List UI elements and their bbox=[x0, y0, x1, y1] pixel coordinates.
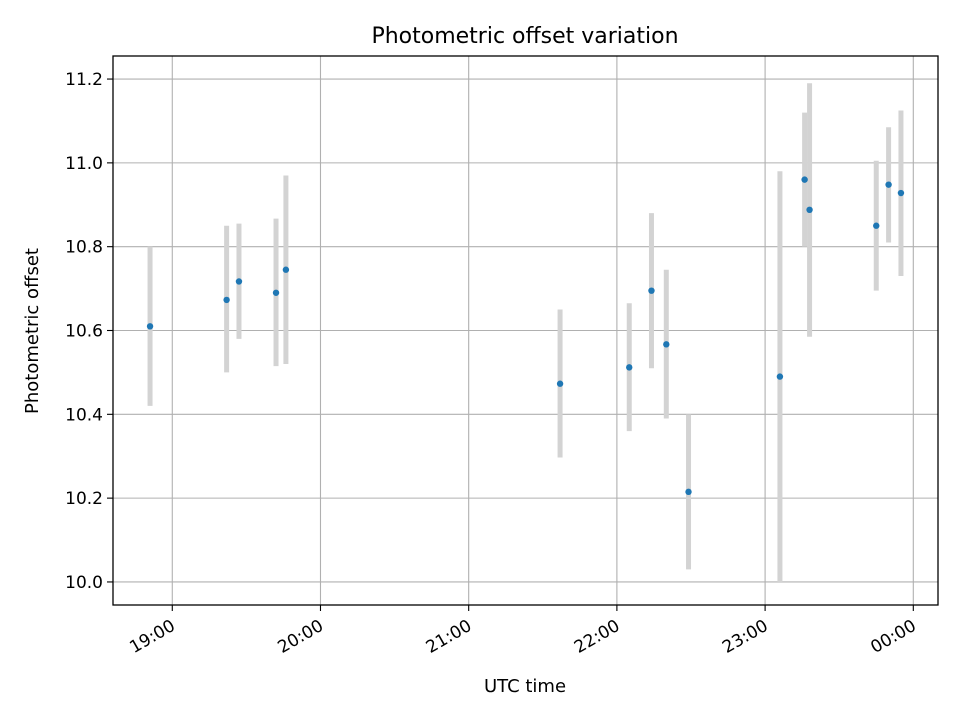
data-point bbox=[272, 289, 280, 296]
y-tick-label: 10.4 bbox=[65, 405, 103, 425]
y-tick-label: 10.2 bbox=[65, 489, 103, 509]
data-points bbox=[146, 176, 905, 496]
y-tick-label: 11.2 bbox=[65, 70, 103, 90]
y-tick-label: 10.0 bbox=[65, 573, 103, 593]
y-tick-label: 11.0 bbox=[65, 154, 103, 174]
data-point bbox=[235, 278, 243, 285]
x-axis-label: UTC time bbox=[484, 676, 566, 697]
chart-title: Photometric offset variation bbox=[371, 24, 678, 49]
data-point bbox=[648, 287, 655, 294]
data-point bbox=[801, 176, 808, 183]
data-point bbox=[146, 323, 154, 330]
data-point bbox=[685, 488, 692, 496]
data-point bbox=[282, 266, 290, 273]
data-point bbox=[897, 189, 905, 197]
data-point bbox=[885, 181, 892, 188]
data-point bbox=[806, 206, 813, 214]
grid bbox=[113, 56, 938, 605]
y-tick-label: 10.8 bbox=[65, 238, 103, 258]
data-point bbox=[873, 222, 880, 229]
y-axis-label: Photometric offset bbox=[22, 248, 43, 414]
data-point bbox=[663, 341, 670, 348]
data-point bbox=[223, 296, 230, 304]
data-point bbox=[626, 364, 633, 371]
data-point bbox=[776, 373, 784, 380]
data-point bbox=[556, 380, 564, 387]
y-tick-label: 10.6 bbox=[65, 322, 103, 342]
